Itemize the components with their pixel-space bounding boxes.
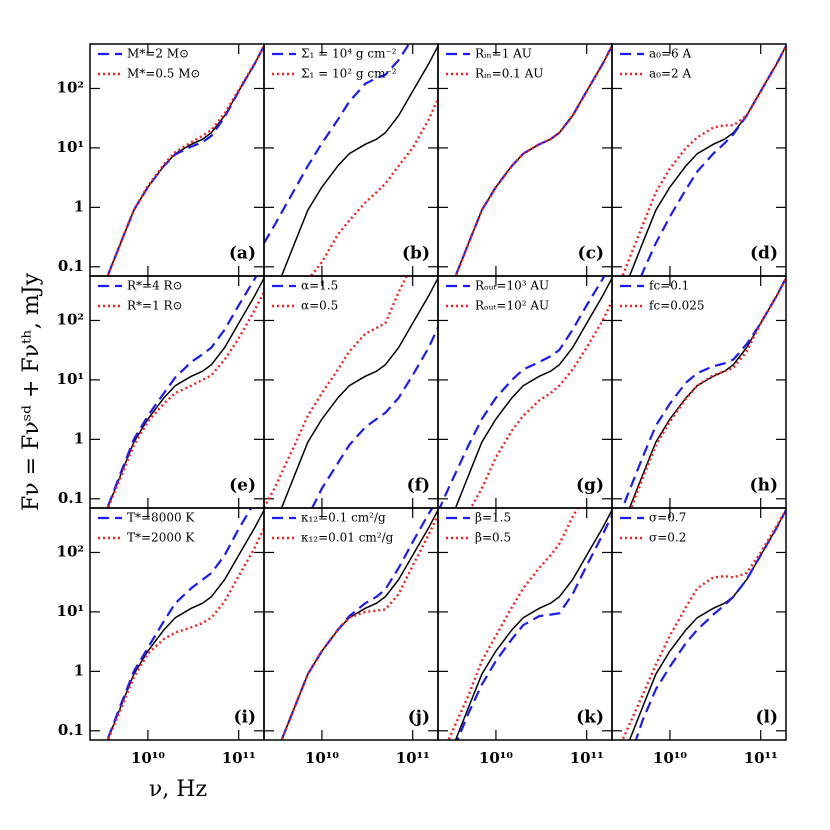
series-line bbox=[628, 44, 786, 276]
series-line bbox=[456, 512, 612, 740]
series-line bbox=[106, 508, 253, 740]
legend-label: β=1.5 bbox=[475, 511, 511, 525]
legend-label: R*=4 R⊙ bbox=[127, 279, 183, 293]
series-line bbox=[280, 276, 438, 508]
legend-label: σ=0.7 bbox=[649, 511, 686, 525]
x-tick-label: 10¹⁰ bbox=[479, 749, 513, 767]
x-axis-label: ν, Hz bbox=[149, 777, 207, 802]
series-line bbox=[640, 44, 786, 276]
panel-label: (k) bbox=[576, 708, 604, 728]
x-tick-label: 10¹¹ bbox=[570, 749, 604, 767]
panel-label: (h) bbox=[750, 476, 778, 496]
legend-label: σ=0.2 bbox=[649, 531, 686, 545]
series-line bbox=[106, 508, 264, 740]
x-tick-label: 10¹¹ bbox=[396, 749, 430, 767]
series-line bbox=[264, 44, 411, 244]
y-tick-label: 10² bbox=[57, 310, 84, 328]
panel-label: (f) bbox=[407, 476, 430, 496]
series-line bbox=[106, 276, 258, 508]
legend-label: a₀=6 A bbox=[649, 47, 691, 61]
series-line bbox=[309, 95, 438, 276]
series-line bbox=[621, 276, 786, 508]
legend-label: M*=2 M⊙ bbox=[127, 47, 189, 61]
legend-label: Rᵢₙ=1 AU bbox=[475, 47, 532, 61]
legend-label: κ₁₂=0.01 cm²/g bbox=[301, 531, 394, 545]
legend-label: fc=0.025 bbox=[649, 299, 705, 313]
legend-label: κ₁₂=0.1 cm²/g bbox=[301, 511, 386, 525]
series-line bbox=[264, 276, 408, 508]
legend-label: R*=1 R⊙ bbox=[127, 299, 183, 313]
panel-label: (j) bbox=[408, 708, 430, 728]
series-line bbox=[280, 512, 438, 740]
series-line bbox=[106, 289, 264, 508]
panel-label: (a) bbox=[229, 244, 256, 264]
y-tick-label: 0.1 bbox=[58, 721, 84, 739]
series-line bbox=[454, 508, 612, 740]
y-tick-label: 1 bbox=[74, 661, 84, 679]
legend-label: Rₒᵤₜ=10² AU bbox=[475, 299, 549, 313]
panel-label: (l) bbox=[755, 708, 778, 728]
legend-label: Σ₁ = 10² g cm⁻² bbox=[301, 67, 397, 81]
panel-label: (g) bbox=[576, 476, 604, 496]
series-line bbox=[280, 44, 438, 276]
y-tick-label: 10¹ bbox=[57, 370, 84, 388]
legend-label: α=1.5 bbox=[301, 279, 338, 293]
legend-label: fc=0.1 bbox=[649, 279, 689, 293]
series-line bbox=[454, 276, 612, 508]
y-axis-label: Fν = Fνˢᵈ + Fνᵗʰ, mJy bbox=[19, 272, 44, 511]
legend-label: a₀=2 A bbox=[649, 67, 691, 81]
panel-label: (c) bbox=[578, 244, 604, 264]
legend-label: T*=2000 K bbox=[127, 531, 195, 545]
x-tick-label: 10¹⁰ bbox=[653, 749, 687, 767]
series-line bbox=[628, 508, 786, 740]
series-line bbox=[634, 508, 786, 740]
legend-label: Σ₁ = 10⁴ g cm⁻² bbox=[301, 47, 397, 61]
series-line bbox=[454, 44, 612, 276]
y-tick-label: 0.1 bbox=[58, 257, 84, 275]
legend-label: Rₒᵤₜ=10³ AU bbox=[475, 279, 549, 293]
y-tick-label: 10¹ bbox=[57, 138, 84, 156]
panel-label: (e) bbox=[229, 476, 256, 496]
x-tick-label: 10¹¹ bbox=[744, 749, 778, 767]
x-tick-label: 10¹¹ bbox=[222, 749, 256, 767]
series-line bbox=[280, 508, 438, 740]
x-tick-label: 10¹⁰ bbox=[131, 749, 165, 767]
y-tick-label: 1 bbox=[74, 429, 84, 447]
panel-label: (b) bbox=[402, 244, 430, 264]
y-tick-label: 10¹ bbox=[57, 602, 84, 620]
legend-label: T*=8000 K bbox=[127, 511, 195, 525]
series-line bbox=[621, 508, 786, 740]
panel-frame bbox=[611, 43, 787, 277]
panel-frame bbox=[263, 275, 439, 509]
y-tick-label: 10² bbox=[57, 78, 84, 96]
series-line bbox=[106, 525, 264, 740]
y-tick-label: 1 bbox=[74, 197, 84, 215]
series-line bbox=[447, 508, 580, 740]
series-line bbox=[628, 276, 786, 508]
panel-label: (d) bbox=[750, 244, 778, 264]
series-line bbox=[438, 276, 606, 508]
series-line bbox=[310, 324, 438, 508]
series-line bbox=[469, 298, 612, 508]
series-line bbox=[629, 276, 786, 508]
y-tick-label: 10² bbox=[57, 542, 84, 560]
legend-label: M*=0.5 M⊙ bbox=[127, 67, 201, 81]
legend-label: β=0.5 bbox=[475, 531, 511, 545]
panel-frame bbox=[611, 507, 787, 741]
legend-label: Rᵢₙ=0.1 AU bbox=[475, 67, 543, 81]
series-line bbox=[106, 44, 264, 276]
panel-label: (i) bbox=[233, 708, 256, 728]
x-tick-label: 10¹⁰ bbox=[305, 749, 339, 767]
legend-label: α=0.5 bbox=[301, 299, 338, 313]
y-tick-label: 0.1 bbox=[58, 489, 84, 507]
